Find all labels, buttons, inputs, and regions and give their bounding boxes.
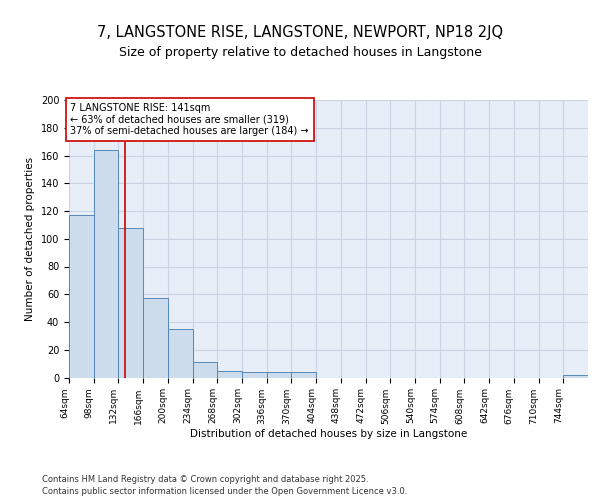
Text: Contains HM Land Registry data © Crown copyright and database right 2025.: Contains HM Land Registry data © Crown c… xyxy=(42,474,368,484)
Bar xyxy=(563,374,588,378)
Y-axis label: Number of detached properties: Number of detached properties xyxy=(25,156,35,321)
Text: 7 LANGSTONE RISE: 141sqm
← 63% of detached houses are smaller (319)
37% of semi-: 7 LANGSTONE RISE: 141sqm ← 63% of detach… xyxy=(70,103,309,136)
Bar xyxy=(168,329,193,378)
Bar xyxy=(267,372,292,378)
Bar xyxy=(143,298,168,378)
X-axis label: Distribution of detached houses by size in Langstone: Distribution of detached houses by size … xyxy=(190,429,467,439)
Bar xyxy=(242,372,267,378)
Bar xyxy=(292,372,316,378)
Bar xyxy=(217,370,242,378)
Text: Size of property relative to detached houses in Langstone: Size of property relative to detached ho… xyxy=(119,46,481,59)
Bar xyxy=(94,150,118,378)
Text: 7, LANGSTONE RISE, LANGSTONE, NEWPORT, NP18 2JQ: 7, LANGSTONE RISE, LANGSTONE, NEWPORT, N… xyxy=(97,25,503,40)
Bar xyxy=(193,362,217,378)
Text: Contains public sector information licensed under the Open Government Licence v3: Contains public sector information licen… xyxy=(42,486,407,496)
Bar xyxy=(69,215,94,378)
Bar xyxy=(118,228,143,378)
